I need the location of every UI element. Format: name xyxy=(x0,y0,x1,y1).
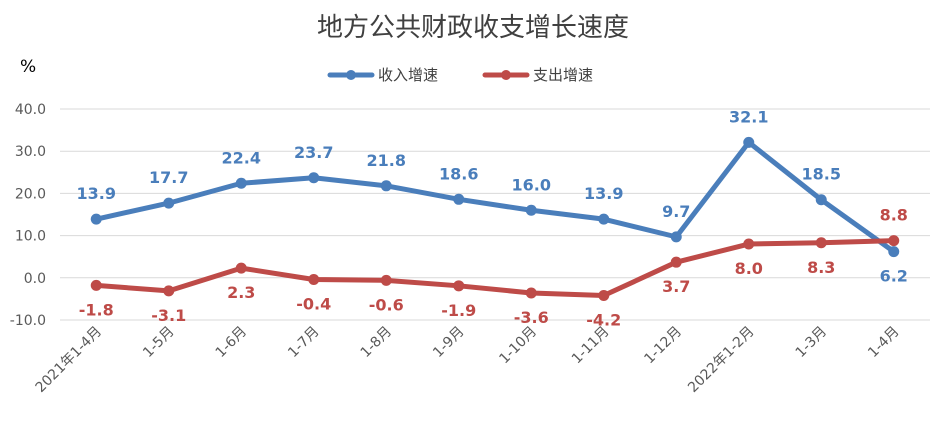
x-tick-label: 1-8月 xyxy=(358,324,395,361)
x-tick-label: 2021年1-4月 xyxy=(33,324,105,396)
data-label: -1.8 xyxy=(79,300,114,319)
data-point xyxy=(453,280,465,292)
data-point xyxy=(380,180,392,192)
data-point xyxy=(235,177,247,189)
data-point xyxy=(453,193,465,205)
data-point xyxy=(743,238,755,250)
data-label: 17.7 xyxy=(149,168,188,187)
data-point xyxy=(235,262,247,274)
data-label: 21.8 xyxy=(367,151,406,170)
x-axis: 2021年1-4月 1-5月 1-6月 1-7月 1-8月 1-9月 1-10月 1-11月 1… xyxy=(33,324,903,396)
y-axis-unit: % xyxy=(20,57,36,77)
data-point xyxy=(525,287,537,299)
data-label: 32.1 xyxy=(729,107,768,126)
x-tick-label: 1-10月 xyxy=(496,324,540,368)
data-label: 8.0 xyxy=(735,259,763,278)
legend-item-expenditure: 支出增速 xyxy=(482,66,593,84)
data-point xyxy=(815,237,827,249)
x-tick-label: 1-9月 xyxy=(430,324,467,361)
data-label: -0.4 xyxy=(296,294,331,313)
x-tick-label: 1-11月 xyxy=(569,324,613,368)
x-tick-label: 1-12月 xyxy=(641,324,685,368)
x-tick-label: 1-5月 xyxy=(140,324,177,361)
y-tick-label: 20.0 xyxy=(15,186,46,202)
x-tick-label: 1-3月 xyxy=(793,324,830,361)
chart-title: 地方公共财政收支增长速度 xyxy=(317,13,629,43)
data-label: -4.2 xyxy=(586,311,621,330)
data-point xyxy=(163,197,175,209)
data-label: 3.7 xyxy=(662,277,690,296)
data-point xyxy=(598,290,610,302)
data-label: 22.4 xyxy=(222,148,261,167)
data-point xyxy=(90,279,102,291)
legend-item-income: 收入增速 xyxy=(327,66,438,84)
legend-expenditure-label: 支出增速 xyxy=(533,66,593,84)
data-point xyxy=(888,246,900,258)
data-point xyxy=(743,136,755,148)
series xyxy=(90,136,900,302)
legend: 收入增速 支出增速 xyxy=(327,66,593,84)
data-label: -3.1 xyxy=(151,306,186,325)
data-point xyxy=(525,204,537,216)
data-label: 8.8 xyxy=(880,206,908,225)
data-point xyxy=(163,285,175,297)
y-tick-label: 40.0 xyxy=(15,102,46,118)
data-label: -3.6 xyxy=(514,308,549,327)
y-tick-label: 0.0 xyxy=(24,271,46,287)
x-tick-label: 1-6月 xyxy=(213,324,250,361)
data-point xyxy=(598,213,610,225)
legend-income-marker xyxy=(346,70,356,80)
data-label: 23.7 xyxy=(294,143,333,162)
data-label: 6.2 xyxy=(880,267,908,286)
data-point xyxy=(380,274,392,286)
data-point xyxy=(308,273,320,285)
x-tick-label: 2022年1-2月 xyxy=(685,324,757,396)
series-line-expenditure xyxy=(93,238,897,299)
data-point xyxy=(815,194,827,206)
legend-income-label: 收入增速 xyxy=(378,66,438,84)
data-label: -1.9 xyxy=(441,301,476,320)
data-point xyxy=(308,172,320,184)
data-point xyxy=(670,231,682,243)
data-labels: 13.9 17.7 22.4 23.7 21.8 18.6 16.0 13.9 9.7 32.1 1… xyxy=(77,107,908,329)
y-axis: -10.0 0.0 10.0 20.0 30.0 40.0 xyxy=(10,102,46,329)
y-tick-label: 10.0 xyxy=(15,229,46,245)
y-tick-label: -10.0 xyxy=(10,313,46,329)
data-label: 13.9 xyxy=(584,184,623,203)
data-label: -0.6 xyxy=(369,295,404,314)
data-label: 8.3 xyxy=(807,258,835,277)
series-line-income xyxy=(93,139,897,255)
data-label: 13.9 xyxy=(77,184,116,203)
data-point xyxy=(90,213,102,225)
legend-expenditure-marker xyxy=(501,70,511,80)
data-point xyxy=(888,235,900,247)
data-label: 18.5 xyxy=(802,165,841,184)
data-label: 18.6 xyxy=(439,164,478,183)
data-label: 9.7 xyxy=(662,202,690,221)
data-point xyxy=(670,256,682,268)
y-tick-label: 30.0 xyxy=(15,144,46,160)
data-label: 16.0 xyxy=(512,175,551,194)
x-tick-label: 1-4月 xyxy=(865,324,902,361)
data-label: 2.3 xyxy=(227,283,255,302)
x-tick-label: 1-7月 xyxy=(285,324,322,361)
